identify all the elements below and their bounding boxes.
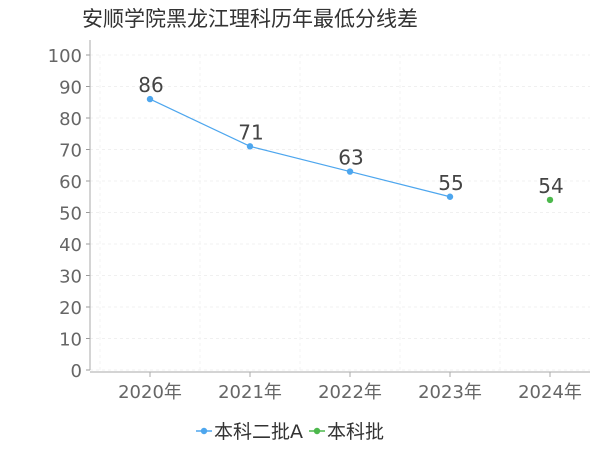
data-point[interactable] bbox=[346, 168, 354, 175]
data-point[interactable] bbox=[246, 143, 254, 150]
y-tick-label: 90 bbox=[59, 78, 82, 99]
x-tick-label: 2023年 bbox=[418, 382, 482, 403]
y-tick-label: 60 bbox=[59, 172, 82, 193]
series-marks bbox=[146, 95, 554, 204]
data-labels: 86 71 63 55 54 bbox=[138, 73, 563, 198]
series-line bbox=[149, 98, 451, 198]
y-tick-label: 20 bbox=[59, 298, 82, 319]
axes bbox=[86, 40, 590, 377]
data-label: 55 bbox=[438, 171, 463, 195]
x-tick-label: 2021年 bbox=[218, 382, 282, 403]
data-point[interactable] bbox=[446, 193, 454, 200]
legend-marker bbox=[200, 427, 208, 435]
data-label: 86 bbox=[138, 73, 163, 97]
legend-item[interactable]: 本科批 bbox=[309, 421, 384, 443]
x-axis-ticks: 2020年 2021年 2022年 2023年 2024年 bbox=[118, 382, 582, 403]
data-label: 63 bbox=[338, 146, 363, 170]
data-label: 54 bbox=[538, 174, 563, 198]
legend-label: 本科二批A bbox=[214, 421, 303, 443]
data-label: 71 bbox=[238, 120, 263, 144]
legend-label: 本科批 bbox=[327, 421, 384, 443]
legend[interactable]: 本科二批A 本科批 bbox=[196, 421, 384, 443]
legend-item[interactable]: 本科二批A bbox=[196, 421, 303, 443]
y-tick-label: 70 bbox=[59, 141, 82, 162]
y-tick-label: 80 bbox=[59, 109, 82, 130]
x-tick-label: 2020年 bbox=[118, 382, 182, 403]
y-tick-label: 100 bbox=[48, 46, 82, 67]
y-axis-ticks: 0 10 20 30 40 50 60 70 80 90 100 bbox=[48, 46, 82, 382]
x-tick-label: 2024年 bbox=[518, 382, 582, 403]
y-tick-label: 10 bbox=[59, 330, 82, 351]
y-tick-label: 50 bbox=[59, 204, 82, 225]
legend-marker bbox=[313, 427, 321, 435]
chart-title: 安顺学院黑龙江理科历年最低分线差 bbox=[82, 7, 418, 31]
y-tick-label: 40 bbox=[59, 235, 82, 256]
y-tick-label: 0 bbox=[71, 361, 82, 382]
grid-lines bbox=[90, 54, 590, 371]
data-point[interactable] bbox=[546, 196, 554, 204]
y-tick-label: 30 bbox=[59, 267, 82, 288]
x-tick-label: 2022年 bbox=[318, 382, 382, 403]
data-point[interactable] bbox=[146, 95, 154, 103]
